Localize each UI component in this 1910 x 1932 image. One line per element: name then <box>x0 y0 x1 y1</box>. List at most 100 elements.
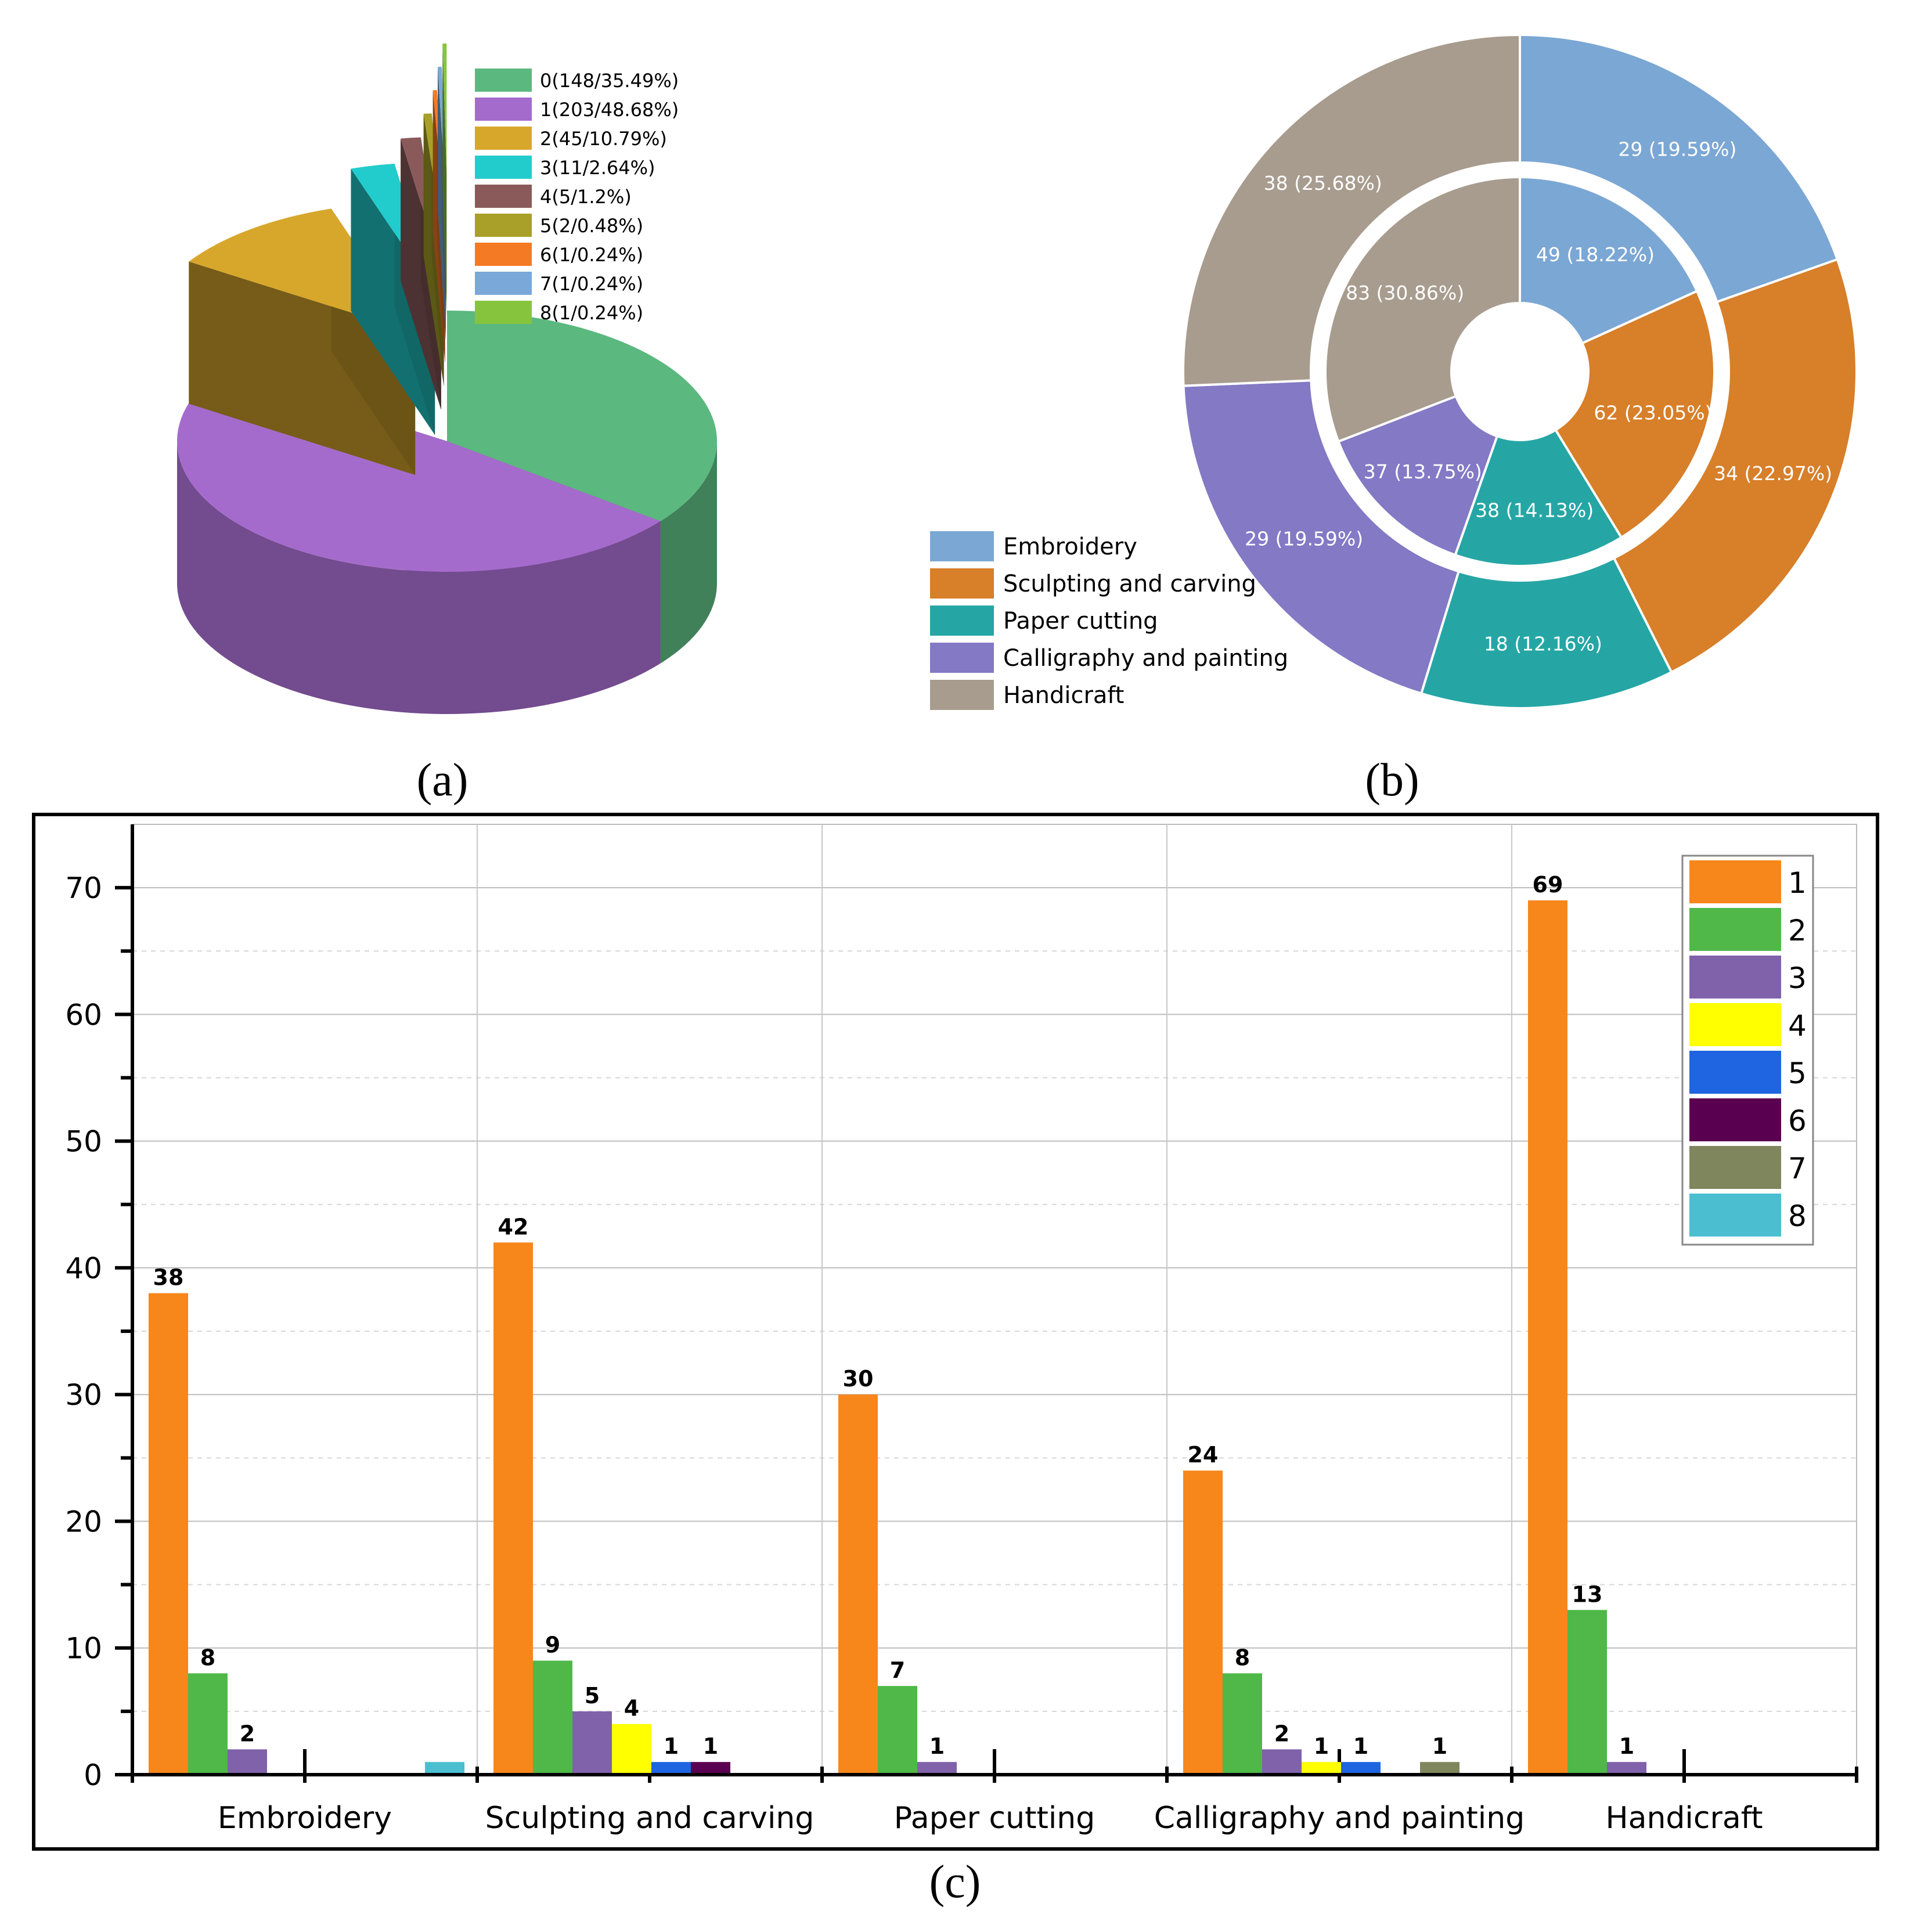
donut-inner-label-2: 38 (14.13%) <box>1475 499 1594 522</box>
pie-a-legend-swatch-7 <box>475 272 532 295</box>
pie-a-legend-label-2: 2(45/10.79%) <box>540 128 667 150</box>
donut-legend-label-0: Embroidery <box>1003 534 1137 560</box>
donut-legend-label-4: Handicraft <box>1003 682 1124 709</box>
bar-legend-label-3: 3 <box>1788 961 1807 995</box>
y-tick-label-0: 0 <box>84 1758 102 1792</box>
y-tick-label-30: 30 <box>65 1378 102 1412</box>
bar-value-label-2-2: 7 <box>890 1657 905 1683</box>
pie-a-legend-swatch-2 <box>475 127 532 150</box>
bar-legend-swatch-1 <box>1689 860 1781 903</box>
bar-value-label-1-2: 9 <box>545 1632 560 1658</box>
bar-value-label-4-3: 1 <box>1619 1733 1634 1759</box>
bar-legend-swatch-2 <box>1689 908 1781 951</box>
bar-value-label-2-3: 1 <box>929 1733 945 1759</box>
donut-chart-b-legend: Embroidery Sculpting and carving Paper cut… <box>930 531 1288 710</box>
caption-c: (c) <box>929 1857 981 1908</box>
pie-a-legend-label-1: 1(203/48.68%) <box>540 99 679 121</box>
bar-3-series-7 <box>1420 1762 1459 1775</box>
bar-legend-swatch-7 <box>1689 1146 1781 1189</box>
bar-value-label-1-4: 4 <box>624 1696 639 1721</box>
bar-value-label-3-4: 1 <box>1314 1733 1329 1759</box>
bar-legend-label-5: 5 <box>1788 1057 1807 1090</box>
pie-a-legend-swatch-1 <box>475 98 532 121</box>
bar-value-label-1-5: 1 <box>664 1733 679 1759</box>
pie-a-legend-label-5: 5(2/0.48%) <box>540 215 643 237</box>
bar-1-series-4 <box>612 1724 651 1775</box>
bar-legend-swatch-3 <box>1689 956 1781 999</box>
pie-a-legend-swatch-0 <box>475 69 532 92</box>
bar-value-label-1-1: 42 <box>498 1214 529 1239</box>
x-tick-label-3: Calligraphy and painting <box>1154 1801 1525 1836</box>
bar-0-series-2 <box>188 1673 228 1775</box>
bar-1-series-6 <box>691 1762 730 1775</box>
bar-legend-label-6: 6 <box>1788 1104 1807 1138</box>
bar-legend-label-1: 1 <box>1788 866 1807 900</box>
donut-outer-label-4: 38 (25.68%) <box>1264 172 1382 194</box>
donut-inner-slice-0 <box>1519 175 1699 345</box>
donut-outer-slice-4 <box>1182 33 1521 387</box>
donut-inner-label-0: 49 (18.22%) <box>1536 243 1655 266</box>
bar-legend-swatch-5 <box>1689 1051 1781 1094</box>
pie-chart-a <box>176 44 718 715</box>
donut-inner-label-1: 62 (23.05%) <box>1594 401 1712 424</box>
bar-value-label-4-2: 13 <box>1572 1581 1603 1607</box>
bar-legend-label-8: 8 <box>1788 1199 1807 1233</box>
pie-a-legend-swatch-3 <box>475 156 532 179</box>
bar-3-series-4 <box>1302 1762 1341 1775</box>
donut-legend-label-3: Calligraphy and painting <box>1003 645 1288 672</box>
y-tick-label-20: 20 <box>65 1505 102 1538</box>
donut-legend-swatch-2 <box>930 605 994 636</box>
y-tick-label-40: 40 <box>65 1252 102 1285</box>
pie-a-legend-label-3: 3(11/2.64%) <box>540 157 655 179</box>
bar-3-series-1 <box>1183 1470 1223 1775</box>
bar-value-label-1-3: 5 <box>585 1683 600 1708</box>
bar-1-series-2 <box>533 1660 572 1775</box>
bar-1-series-5 <box>651 1762 691 1775</box>
bar-4-series-2 <box>1567 1610 1607 1775</box>
pie-a-legend-swatch-8 <box>475 301 532 324</box>
donut-outer-label-2: 18 (12.16%) <box>1484 632 1602 655</box>
bar-1-series-3 <box>572 1711 612 1775</box>
bar-value-label-0-3: 2 <box>240 1721 255 1746</box>
donut-outer-label-0: 29 (19.59%) <box>1618 138 1736 160</box>
x-tick-label-4: Handicraft <box>1606 1801 1763 1836</box>
bar-4-series-1 <box>1528 900 1567 1775</box>
bar-value-label-2-1: 30 <box>843 1366 874 1392</box>
donut-inner-slice-3 <box>1336 394 1499 557</box>
donut-legend-swatch-0 <box>930 531 994 561</box>
bar-value-label-4-1: 69 <box>1533 872 1563 897</box>
bar-value-label-0-1: 38 <box>153 1265 184 1291</box>
y-tick-label-70: 70 <box>65 871 102 905</box>
bar-value-label-1-6: 1 <box>703 1733 718 1759</box>
pie-a-legend-swatch-4 <box>475 185 532 208</box>
bar-3-series-2 <box>1223 1673 1262 1775</box>
caption-b: (b) <box>1365 755 1419 806</box>
pie-a-legend-label-0: 0(148/35.49%) <box>540 70 679 92</box>
bar-legend-label-2: 2 <box>1788 914 1807 947</box>
x-tick-label-2: Paper cutting <box>894 1801 1095 1836</box>
y-tick-label-50: 50 <box>65 1125 102 1159</box>
bar-0-series-1 <box>149 1293 188 1775</box>
bar-3-series-5 <box>1341 1762 1381 1775</box>
bar-value-label-3-2: 8 <box>1235 1645 1250 1670</box>
donut-legend-swatch-1 <box>930 568 994 599</box>
bar-legend-swatch-4 <box>1689 1003 1781 1046</box>
pie-a-legend-label-7: 7(1/0.24%) <box>540 273 643 295</box>
bar-3-series-3 <box>1262 1749 1302 1775</box>
caption-a: (a) <box>417 755 469 806</box>
x-tick-label-1: Sculpting and carving <box>485 1801 815 1836</box>
bar-value-label-3-5: 1 <box>1353 1733 1368 1759</box>
bar-legend-swatch-8 <box>1689 1194 1781 1237</box>
bar-legend-label-7: 7 <box>1788 1152 1807 1185</box>
donut-inner-label-3: 37 (13.75%) <box>1364 460 1482 483</box>
pie-chart-a-legend: 0(148/35.49%) 1(203/48.68%) 2(45/10.79%) 3(… <box>475 69 679 324</box>
bar-value-label-3-7: 1 <box>1432 1733 1447 1759</box>
bar-2-series-3 <box>917 1762 957 1775</box>
donut-legend-label-2: Paper cutting <box>1003 608 1158 635</box>
bar-value-label-3-1: 24 <box>1188 1442 1219 1468</box>
pie-a-legend-label-8: 8(1/0.24%) <box>540 302 643 324</box>
y-tick-label-10: 10 <box>65 1632 102 1666</box>
bar-2-series-2 <box>878 1686 917 1775</box>
bar-0-series-8 <box>425 1762 464 1775</box>
